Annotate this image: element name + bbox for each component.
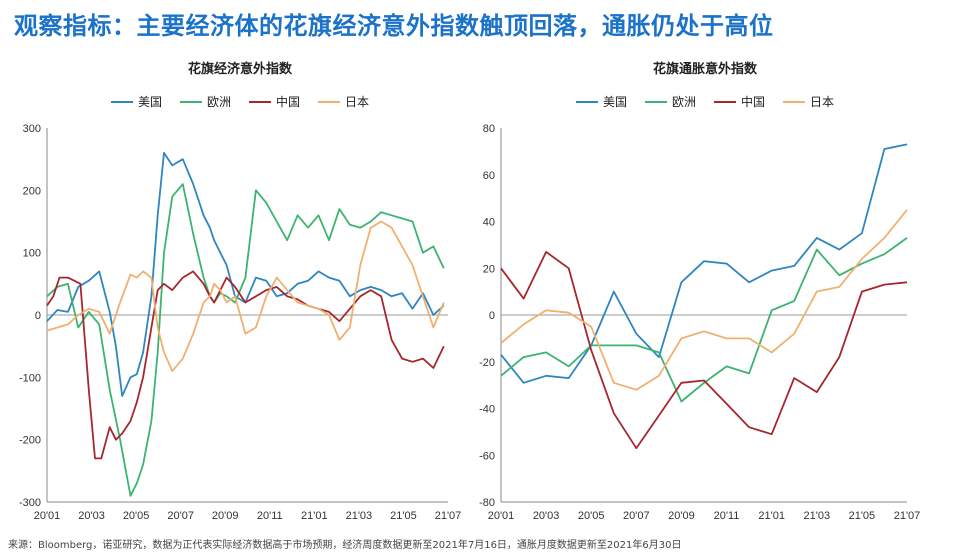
- right-chart-legend: 美国 欧洲 中国 日本: [475, 93, 935, 110]
- x-tick-label: 20'05: [123, 510, 150, 522]
- x-tick-label: 21'07: [894, 510, 921, 522]
- y-tick-label: -100: [19, 372, 41, 384]
- y-tick-label: 80: [483, 123, 495, 135]
- x-tick-label: 20'09: [668, 510, 695, 522]
- legend-swatch-eu: [179, 100, 202, 103]
- legend-label-eu: 欧洲: [206, 95, 231, 109]
- legend-swatch-us: [575, 100, 598, 103]
- series-line-美国: [500, 143, 908, 384]
- legend-swatch-cn: [714, 100, 736, 103]
- legend-item-us: 美国: [110, 93, 162, 110]
- x-tick-label: 21'03: [803, 510, 830, 522]
- y-tick-label: -300: [19, 497, 41, 509]
- x-tick-label: 21'05: [390, 510, 417, 522]
- x-tick-label: 20'11: [257, 510, 283, 522]
- x-tick-label: 20'05: [578, 510, 605, 522]
- legend-label-cn: 中国: [276, 95, 301, 109]
- x-tick-label: 20'03: [78, 510, 105, 522]
- series-line-中国: [500, 250, 908, 450]
- y-tick-label: -80: [479, 497, 495, 509]
- y-tick-label: 0: [489, 310, 495, 322]
- legend-label-jp: 日本: [810, 95, 835, 109]
- y-tick-label: -200: [19, 435, 41, 447]
- y-tick-label: 100: [23, 248, 41, 260]
- series-line-日本: [500, 209, 908, 391]
- x-tick-label: 20'01: [488, 510, 515, 522]
- left-chart-title: 花旗经济意外指数: [187, 62, 292, 77]
- legend-item-jp: 日本: [318, 93, 369, 110]
- series-line-日本: [46, 220, 445, 373]
- right-chart-title: 花旗通胀意外指数: [652, 62, 757, 77]
- y-tick-label: 60: [483, 170, 495, 182]
- headline: 观察指标：主要经济体的花旗经济意外指数触顶回落，通胀仍处于高位: [14, 12, 774, 40]
- legend-label-eu: 欧洲: [671, 95, 696, 109]
- x-tick-label: 21'01: [758, 510, 785, 522]
- legend-item-cn: 中国: [714, 93, 765, 110]
- x-tick-label: 21'03: [346, 510, 373, 522]
- x-tick-label: 20'01: [34, 510, 61, 522]
- legend-swatch-jp: [783, 100, 806, 103]
- y-tick-label: -60: [479, 450, 495, 462]
- legend-label-us: 美国: [137, 95, 162, 109]
- y-tick-label: 300: [23, 123, 41, 135]
- left-chart-legend: 美国 欧洲 中国 日本: [10, 93, 470, 110]
- x-tick-label: 21'05: [849, 510, 876, 522]
- x-tick-label: 20'07: [623, 510, 650, 522]
- legend-label-us: 美国: [602, 95, 627, 109]
- legend-swatch-cn: [249, 100, 271, 103]
- surprise-index-chart: -300 -200 -100 0 100 200 300 20'01 20'03 20'05 20'…: [19, 123, 462, 522]
- legend-label-jp: 日本: [345, 95, 370, 109]
- legend-swatch-us: [110, 100, 133, 103]
- legend-swatch-jp: [318, 100, 341, 103]
- legend-label-cn: 中国: [741, 95, 766, 109]
- inflation-surprise-index-chart: -80 -60 -40 -20 0 20 40 60 80 20'01 20'03 20'05 20'0…: [479, 123, 921, 522]
- y-tick-label: 40: [483, 217, 495, 229]
- legend-swatch-eu: [644, 100, 667, 103]
- legend-item-eu: 欧洲: [179, 93, 231, 110]
- x-tick-label: 20'03: [533, 510, 560, 522]
- source-note: 来源：Bloomberg，诺亚研究，数据为正代表实际经济数据高于市场预期，经济周…: [8, 540, 682, 551]
- series-line-欧洲: [500, 237, 908, 403]
- y-tick-label: -20: [479, 357, 495, 369]
- series-line-欧洲: [46, 183, 445, 497]
- y-tick-label: 20: [483, 263, 495, 275]
- x-tick-label: 20'11: [714, 510, 740, 522]
- legend-item-us: 美国: [575, 93, 627, 110]
- series-line-中国: [46, 270, 445, 460]
- x-tick-label: 20'09: [212, 510, 239, 522]
- x-tick-label: 21'07: [435, 510, 462, 522]
- x-tick-label: 20'07: [167, 510, 194, 522]
- legend-item-cn: 中国: [249, 93, 300, 110]
- y-tick-label: 0: [35, 310, 41, 322]
- y-tick-label: -40: [479, 404, 495, 416]
- legend-item-jp: 日本: [783, 93, 834, 110]
- y-tick-label: 200: [23, 185, 41, 197]
- legend-item-eu: 欧洲: [644, 93, 696, 110]
- x-tick-label: 21'01: [301, 510, 328, 522]
- series-line-美国: [46, 151, 445, 397]
